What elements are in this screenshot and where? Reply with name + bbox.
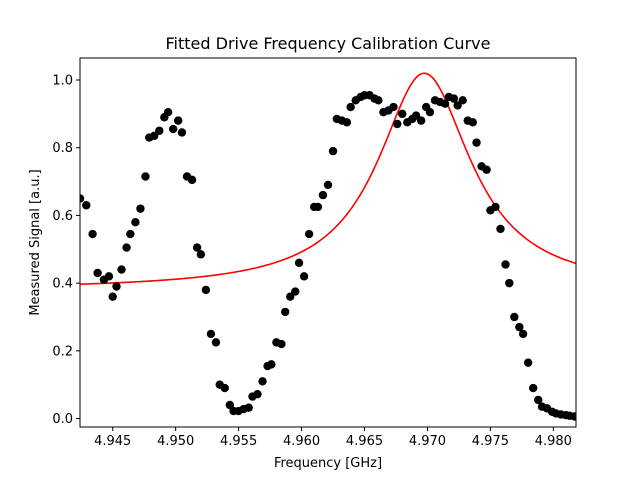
data-point bbox=[80, 194, 85, 203]
data-point bbox=[168, 124, 178, 134]
data-point bbox=[374, 96, 383, 105]
data-point bbox=[244, 403, 253, 412]
data-point bbox=[88, 229, 97, 239]
y-tick-label: 0.4 bbox=[52, 277, 73, 292]
points-layer bbox=[80, 91, 576, 421]
fit-curve bbox=[80, 72, 576, 285]
data-point bbox=[122, 243, 131, 252]
y-tick-label: 0.2 bbox=[52, 344, 73, 359]
data-point bbox=[529, 383, 538, 393]
data-point bbox=[201, 285, 211, 295]
data-point bbox=[155, 126, 164, 135]
data-point bbox=[299, 272, 309, 281]
y-tick-label: 0.6 bbox=[52, 209, 73, 224]
data-point bbox=[346, 102, 355, 112]
data-point bbox=[534, 395, 543, 405]
x-axis-label: Frequency [GHz] bbox=[274, 456, 382, 471]
y-tick-label: 0.0 bbox=[52, 412, 73, 427]
data-point bbox=[112, 282, 121, 291]
x-tick-label: 4.945 bbox=[94, 434, 131, 449]
data-point bbox=[518, 329, 528, 339]
data-point bbox=[449, 94, 459, 103]
data-point bbox=[570, 412, 576, 421]
data-point bbox=[141, 172, 150, 181]
axes-frame bbox=[79, 57, 577, 428]
data-point bbox=[505, 278, 514, 288]
data-point bbox=[281, 307, 290, 317]
data-point bbox=[258, 377, 267, 386]
data-point bbox=[398, 109, 407, 119]
x-tick-label: 4.975 bbox=[472, 434, 509, 449]
data-point bbox=[472, 138, 481, 147]
y-tick-label: 1.0 bbox=[52, 74, 73, 89]
data-point bbox=[458, 96, 467, 105]
data-point bbox=[318, 190, 328, 200]
x-tick-label: 4.955 bbox=[220, 434, 257, 449]
y-axis: 0.0 0.2 0.4 0.6 0.8 1.0 bbox=[52, 74, 80, 427]
data-point bbox=[496, 224, 505, 234]
data-point bbox=[342, 118, 352, 127]
data-point bbox=[440, 99, 450, 108]
data-point bbox=[267, 360, 276, 369]
data-point bbox=[515, 322, 524, 332]
x-tick-label: 4.970 bbox=[409, 434, 446, 449]
data-point bbox=[389, 102, 398, 112]
data-point bbox=[501, 260, 510, 269]
x-tick-label: 4.960 bbox=[283, 434, 320, 449]
data-point bbox=[220, 383, 229, 393]
chart-title: Fitted Drive Frequency Calibration Curve bbox=[166, 34, 491, 53]
data-point bbox=[126, 229, 135, 239]
data-point bbox=[416, 116, 426, 125]
y-tick-label: 0.8 bbox=[52, 141, 73, 156]
data-point bbox=[328, 146, 338, 156]
x-tick-label: 4.965 bbox=[346, 434, 383, 449]
data-point bbox=[323, 180, 333, 190]
data-point bbox=[131, 217, 140, 227]
data-point bbox=[313, 202, 323, 212]
data-point bbox=[206, 329, 216, 339]
data-point bbox=[468, 118, 477, 127]
data-point bbox=[136, 204, 145, 213]
data-point bbox=[211, 338, 221, 347]
data-point bbox=[523, 358, 533, 367]
y-axis-label: Measured Signal [a.u.] bbox=[28, 169, 43, 315]
data-point bbox=[510, 312, 519, 322]
fit-layer bbox=[80, 72, 576, 285]
data-point bbox=[187, 175, 197, 185]
data-point bbox=[294, 258, 304, 268]
data-point bbox=[196, 250, 206, 259]
data-point bbox=[163, 107, 173, 117]
data-point bbox=[253, 389, 262, 399]
data-point bbox=[173, 116, 183, 125]
data-point bbox=[291, 287, 300, 296]
data-point bbox=[425, 107, 435, 117]
data-point bbox=[482, 165, 491, 174]
data-point bbox=[117, 265, 126, 274]
data-point bbox=[192, 243, 202, 252]
data-point bbox=[225, 400, 235, 410]
data-point bbox=[491, 202, 500, 212]
x-axis: 4.945 4.950 4.955 4.960 4.965 4.970 4.975 4.980 bbox=[94, 427, 572, 449]
x-tick-label: 4.980 bbox=[535, 434, 572, 449]
data-point bbox=[108, 292, 117, 301]
x-tick-label: 4.950 bbox=[157, 434, 194, 449]
data-point bbox=[304, 229, 314, 239]
data-point bbox=[104, 272, 114, 281]
data-point bbox=[393, 119, 402, 129]
data-point bbox=[82, 201, 91, 210]
data-point bbox=[177, 128, 187, 137]
data-point bbox=[93, 268, 102, 278]
data-point bbox=[277, 339, 286, 349]
